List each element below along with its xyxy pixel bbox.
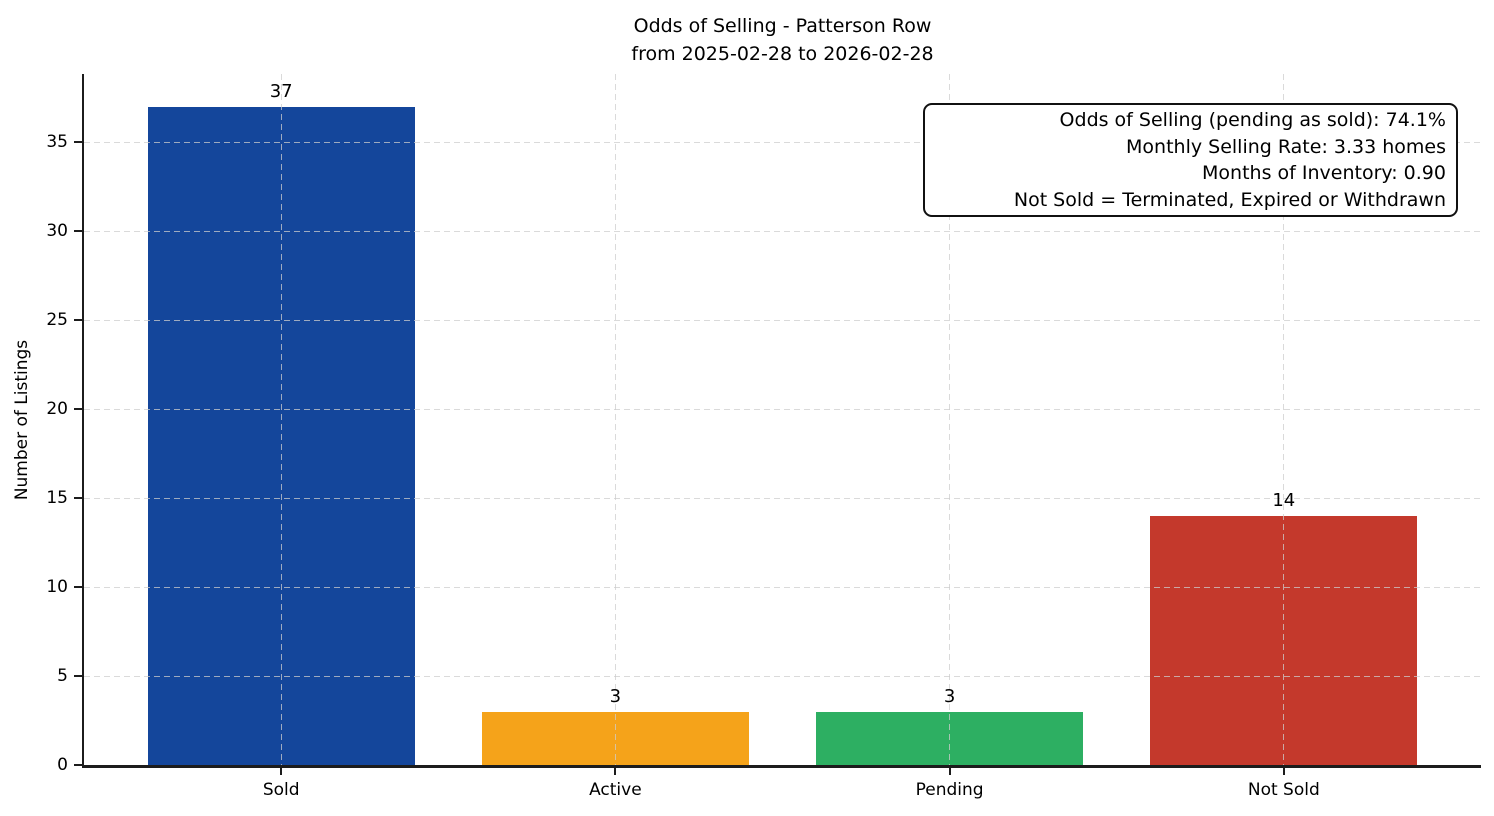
x-tick-mark [1282,768,1285,775]
annotation-line-odds: Odds of Selling (pending as sold): 74.1% [1059,109,1446,131]
annotation-line-monthly-rate: Monthly Selling Rate: 3.33 homes [1126,135,1446,158]
y-tick-mark [74,408,82,411]
gridline-horizontal [84,230,1481,232]
x-tick-label: Active [589,780,642,800]
y-tick-mark [74,319,82,322]
y-tick-label: 20 [46,399,68,420]
y-tick-label: 25 [46,310,68,331]
plot-area: 0 5 10 15 20 25 30 35 37 Sold 3 Active 3 Pending 14 Not… [46,74,1481,800]
y-tick-label: 30 [46,221,68,242]
x-tick-label: Pending [915,780,984,800]
annotation-line-inventory: Months of Inventory: 0.90 [1202,162,1446,184]
gridline-horizontal [84,586,1481,588]
gridline-horizontal [84,408,1481,410]
y-tick-mark [74,141,82,144]
gridline-vertical [614,74,616,765]
annotation-line-not-sold-def: Not Sold = Terminated, Expired or Withdr… [1013,188,1446,211]
gridline-vertical [1283,74,1285,765]
x-tick-label: Sold [262,780,300,800]
y-tick-label: 5 [57,666,68,687]
gridline-vertical [949,74,951,765]
gridline-horizontal [84,497,1481,499]
y-tick-mark [74,764,82,766]
y-axis-spine [82,74,84,768]
gridline-horizontal [84,675,1481,677]
y-tick-mark [74,230,82,233]
y-tick-label: 35 [46,132,68,153]
chart-title: Odds of Selling - Patterson Row [633,15,932,37]
bar-value-label: 37 [269,80,293,102]
gridline-vertical [280,74,282,765]
stats-annotation-box: Odds of Selling (pending as sold): 74.1%… [923,103,1458,217]
y-tick-mark [74,586,82,589]
chart-subtitle: from 2025-02-28 to 2026-02-28 [631,43,934,65]
chart-title-block: Odds of Selling - Patterson Row from 202… [84,12,1481,68]
bar-value-label: 3 [943,685,956,707]
x-tick-label: Not Sold [1247,780,1320,800]
y-tick-mark [74,497,82,500]
x-tick-mark [948,768,951,775]
y-tick-label: 0 [57,755,68,775]
bar-value-label: 14 [1272,489,1296,511]
gridline-horizontal [84,319,1481,321]
y-tick-label: 15 [46,488,68,509]
x-axis-spine [82,765,1481,768]
gridline-horizontal [84,141,1481,143]
x-tick-mark [280,768,283,775]
bar-value-label: 3 [609,685,622,707]
y-tick-label: 10 [46,577,68,598]
y-tick-mark [74,675,82,678]
x-tick-mark [614,768,617,775]
